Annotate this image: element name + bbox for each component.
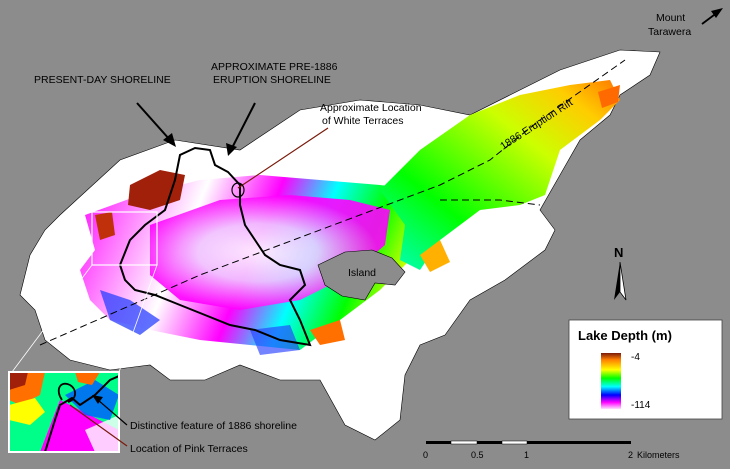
shallow-e-patch: [598, 85, 620, 108]
scale-bar: 0 0.5 1 2 Kilometers: [423, 440, 680, 460]
legend-min-label: -114: [631, 400, 651, 411]
legend-title: Lake Depth (m): [578, 328, 672, 343]
rift-arm-bathymetry: [380, 80, 620, 270]
eruption-rift-line: [39, 59, 626, 346]
pre1886-arrow: [231, 102, 256, 149]
pink-terraces-leader: [69, 404, 128, 447]
present-shoreline-arrow: [136, 102, 171, 141]
rift-branch-line: [440, 199, 541, 206]
scale-seg-1: [426, 441, 451, 444]
scale-tick-2: 2: [628, 450, 633, 460]
scale-tick-05: 0.5: [471, 450, 484, 460]
inset-connector-2: [118, 264, 158, 373]
scale-seg-2: [450, 440, 478, 445]
inset-highlight-box: [91, 211, 158, 266]
island-label: Island: [348, 267, 376, 279]
scale-seg-5: [527, 441, 631, 444]
white-terraces-label-1: Approximate Location: [320, 102, 422, 114]
legend-colorbar: [601, 353, 621, 409]
inset-frame: [8, 371, 120, 453]
legend-max-label: -4: [631, 352, 640, 363]
shallow-rift-orange: [420, 240, 450, 272]
legend: Lake Depth (m) -4 -114: [568, 319, 723, 420]
north-arrow-right: [619, 261, 627, 301]
pre1886-label-1: APPROXIMATE PRE-1886: [211, 61, 338, 73]
distinctive-feature-arrow: [97, 399, 128, 426]
north-arrow: N: [614, 245, 627, 301]
pink-terraces-label: Location of Pink Terraces: [130, 443, 248, 455]
pre1886-label-2: ERUPTION SHORELINE: [213, 74, 331, 86]
present-shoreline-label: PRESENT-DAY SHORELINE: [34, 74, 171, 86]
shallow-s-patch: [310, 320, 345, 345]
pre1886-arrowhead: [226, 143, 237, 156]
distinctive-feature-label: Distinctive feature of 1886 shoreline: [130, 420, 297, 432]
shallow-nw-patch: [128, 170, 185, 210]
distinctive-feature-arrowhead: [92, 395, 103, 404]
white-terraces-label-2: of White Terraces: [322, 115, 404, 127]
tarawera-label: Tarawera: [648, 26, 691, 38]
island-landmass: [317, 249, 406, 301]
blue-southwest: [100, 290, 160, 335]
north-arrow-left: [614, 262, 620, 300]
shallow-w-patch: [95, 212, 115, 240]
white-terraces-marker: [231, 182, 245, 198]
inset-connector-1: [11, 264, 93, 373]
scale-tick-1: 1: [524, 450, 529, 460]
scale-seg-4: [501, 440, 528, 445]
scale-tick-0: 0: [423, 450, 428, 460]
north-label: N: [614, 245, 623, 260]
mount-label: Mount: [656, 12, 685, 24]
mount-tarawera-arrowhead: [711, 8, 723, 18]
present-shoreline-arrowhead: [163, 133, 176, 147]
white-terraces-leader: [237, 127, 329, 189]
scale-seg-3: [477, 441, 502, 444]
inset-map: [9, 372, 119, 452]
scale-unit: Kilometers: [637, 450, 680, 460]
pre-1886-shoreline: [118, 146, 312, 347]
legend-box: [568, 319, 723, 420]
